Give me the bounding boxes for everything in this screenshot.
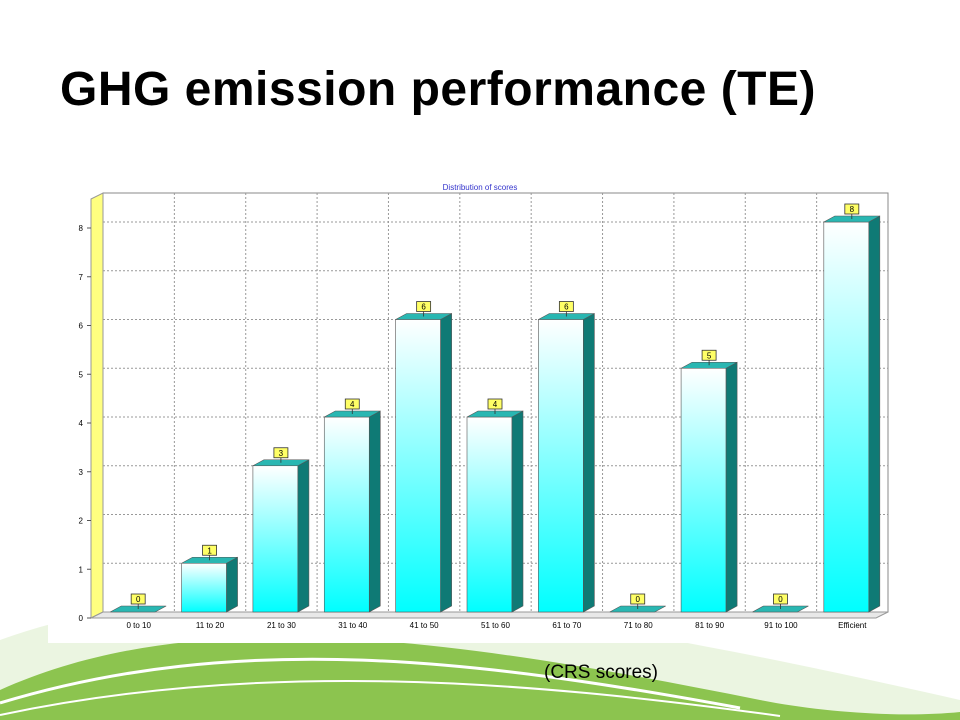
data-label: 4 bbox=[493, 400, 498, 409]
bar-side bbox=[440, 312, 452, 613]
bar-91-to-100: 0 bbox=[752, 593, 809, 613]
data-label-box bbox=[487, 398, 503, 410]
data-label-box bbox=[344, 398, 360, 410]
bar-front bbox=[181, 562, 227, 613]
y-tick-label: 0 bbox=[79, 614, 84, 623]
bar-11-to-20: 1 bbox=[181, 544, 238, 613]
bar-31-to-40: 4 bbox=[323, 398, 381, 613]
slide-title: GHG emission performance (TE) bbox=[60, 63, 816, 116]
y-tick-label: 7 bbox=[79, 273, 84, 282]
bar-side bbox=[868, 215, 881, 613]
data-label-box bbox=[773, 593, 788, 605]
chart-floor bbox=[90, 611, 889, 619]
y-tick-label: 1 bbox=[79, 565, 84, 574]
bar-0-to-10: 0 bbox=[110, 593, 167, 613]
y-tick-label: 3 bbox=[79, 468, 84, 477]
bar-side bbox=[583, 312, 595, 613]
data-label-box bbox=[202, 544, 217, 556]
bar-front bbox=[466, 416, 513, 613]
data-label-box bbox=[130, 593, 146, 605]
y-axis: 0 1 2 3 4 5 6 7 8 bbox=[79, 192, 889, 623]
data-label-box bbox=[844, 203, 860, 215]
bars: 0 1 3 4 6 4 6 0 5 0 8 bbox=[110, 203, 881, 613]
chart-caption: (CRS scores) bbox=[544, 662, 659, 683]
bar-side bbox=[368, 410, 381, 613]
data-label: 4 bbox=[350, 400, 355, 409]
bar-81-to-90: 5 bbox=[680, 349, 738, 613]
bar-efficient: 8 bbox=[823, 203, 881, 613]
bar-41-to-50: 6 bbox=[395, 301, 452, 613]
x-tick-label: 11 to 20 bbox=[196, 621, 225, 630]
data-label: 0 bbox=[636, 595, 641, 604]
y-tick-label: 5 bbox=[79, 370, 84, 379]
data-label: 6 bbox=[421, 303, 426, 312]
swoosh-white-line bbox=[0, 657, 741, 710]
y-tick-label: 8 bbox=[79, 224, 84, 233]
bar-side bbox=[297, 459, 310, 613]
bar-51-to-60: 4 bbox=[466, 398, 524, 613]
x-tick-label: 21 to 30 bbox=[267, 621, 296, 630]
data-label: 0 bbox=[136, 595, 141, 604]
bar-side bbox=[226, 556, 238, 613]
x-tick-label: 81 to 90 bbox=[695, 621, 724, 630]
x-tick-label: 0 to 10 bbox=[126, 621, 151, 630]
swoosh-green-band bbox=[0, 637, 960, 720]
y-tick-label: 2 bbox=[79, 517, 84, 526]
y-tick-label: 6 bbox=[79, 322, 84, 331]
bar-side bbox=[511, 410, 524, 613]
x-tick-label: 41 to 50 bbox=[410, 621, 439, 630]
x-tick-label: Efficient bbox=[838, 621, 867, 630]
bar-side bbox=[725, 361, 738, 613]
data-label-box bbox=[558, 301, 574, 312]
x-tick-labels: 0 to 10 11 to 20 21 to 30 31 to 40 41 to 50 5… bbox=[126, 621, 867, 630]
data-label-box bbox=[416, 301, 432, 312]
bar-61-to-70: 6 bbox=[538, 301, 595, 613]
bar-front bbox=[395, 319, 441, 613]
data-label: 6 bbox=[564, 303, 569, 312]
data-label-box bbox=[630, 593, 646, 605]
x-tick-label: 51 to 60 bbox=[481, 621, 510, 630]
swoosh-white-line-2 bbox=[0, 679, 781, 717]
bar-21-to-30: 3 bbox=[252, 447, 310, 613]
x-tick-label: 61 to 70 bbox=[552, 621, 581, 630]
bar-front bbox=[323, 416, 370, 613]
bar-front bbox=[538, 319, 584, 613]
x-tick-label: 71 to 80 bbox=[624, 621, 653, 630]
data-label: 8 bbox=[850, 205, 855, 214]
axis-wall bbox=[90, 192, 104, 619]
data-label-box bbox=[273, 447, 289, 459]
bar-front bbox=[680, 367, 727, 613]
y-tick-label: 4 bbox=[79, 419, 84, 428]
data-label: 3 bbox=[279, 449, 284, 458]
x-tick-label: 91 to 100 bbox=[764, 621, 798, 630]
data-label: 1 bbox=[207, 546, 212, 555]
bar-front bbox=[823, 221, 870, 613]
data-label: 0 bbox=[778, 595, 783, 604]
data-label: 5 bbox=[707, 351, 712, 360]
bar-71-to-80: 0 bbox=[609, 593, 666, 613]
chart-title: Distribution of scores bbox=[443, 183, 518, 192]
x-tick-label: 31 to 40 bbox=[338, 621, 367, 630]
bar-front bbox=[252, 465, 299, 613]
data-label-box bbox=[701, 349, 717, 361]
